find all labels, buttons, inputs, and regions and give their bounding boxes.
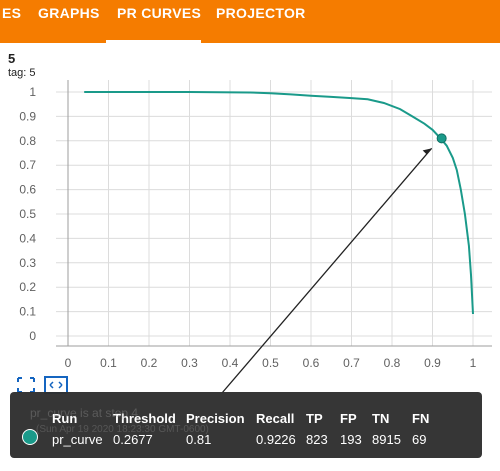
y-tick-label: 0.1 bbox=[19, 305, 36, 319]
y-tick-label: 0.7 bbox=[19, 158, 36, 172]
y-tick-label: 0.3 bbox=[19, 256, 36, 270]
x-tick-label: 0.8 bbox=[384, 356, 401, 370]
tab-graphs[interactable]: GRAPHS bbox=[38, 5, 100, 21]
x-tick-label: 0.6 bbox=[303, 356, 320, 370]
tooltip-header-tn: TN bbox=[372, 411, 390, 426]
y-tick-label: 0.6 bbox=[19, 183, 36, 197]
x-tick-label: 0.4 bbox=[222, 356, 239, 370]
y-tick-label: 0.5 bbox=[19, 207, 36, 221]
top-nav-bar: ES GRAPHS PR CURVES PROJECTOR bbox=[0, 0, 500, 43]
x-tick-label: 0.5 bbox=[262, 356, 279, 370]
series-line-pr-curve bbox=[84, 91, 474, 315]
tooltip-header-recall: Recall bbox=[256, 411, 295, 426]
tab-time-series[interactable]: ES bbox=[2, 5, 22, 21]
tooltip-value-tn: 8915 bbox=[372, 432, 401, 447]
y-tick-label: 0.8 bbox=[19, 134, 36, 148]
tooltip-value-run: pr_curve bbox=[52, 432, 103, 447]
x-tick-label: 0.1 bbox=[100, 356, 117, 370]
y-tick-label: 1 bbox=[29, 85, 36, 99]
x-tick-label: 0 bbox=[65, 356, 72, 370]
tooltip-pointer-line bbox=[221, 147, 433, 394]
tooltip-header-precision: Precision bbox=[186, 411, 245, 426]
y-tick-label: 0.2 bbox=[19, 280, 36, 294]
x-tick-label: 0.7 bbox=[343, 356, 360, 370]
x-tick-label: 0.9 bbox=[424, 356, 441, 370]
tooltip-value-recall: 0.9226 bbox=[256, 432, 296, 447]
x-tick-label: 0.2 bbox=[141, 356, 158, 370]
active-tab-indicator bbox=[106, 40, 201, 43]
tooltip-value-tp: 823 bbox=[306, 432, 328, 447]
y-tick-label: 0.9 bbox=[19, 109, 36, 123]
tab-pr-curves[interactable]: PR CURVES bbox=[117, 5, 202, 21]
tab-projector[interactable]: PROJECTOR bbox=[216, 5, 306, 21]
run-color-swatch bbox=[22, 429, 38, 445]
tooltip-value-threshold: 0.2677 bbox=[113, 432, 153, 447]
step-timestamp: (Sun Apr 19 2020 18:23:30 GMT-0600) bbox=[36, 424, 209, 435]
tooltip-value-precision: 0.81 bbox=[186, 432, 212, 447]
data-tooltip: Run Threshold Precision Recall TP FP TN … bbox=[10, 392, 482, 458]
tooltip-header-run: Run bbox=[52, 411, 78, 426]
card-tag: tag: 5 bbox=[8, 67, 36, 79]
tooltip-header-tp: TP bbox=[306, 411, 323, 426]
highlighted-point bbox=[436, 133, 447, 144]
tooltip-header-fn: FN bbox=[412, 411, 430, 426]
card-title: 5 bbox=[8, 51, 16, 66]
y-tick-label: 0 bbox=[29, 329, 36, 343]
x-tick-label: 1 bbox=[470, 356, 477, 370]
tooltip-header-threshold: Threshold bbox=[113, 411, 176, 426]
x-tick-label: 0.3 bbox=[181, 356, 198, 370]
tooltip-header-fp: FP bbox=[340, 411, 357, 426]
tooltip-value-fn: 69 bbox=[412, 432, 427, 447]
tooltip-pointer-arrowhead bbox=[422, 148, 432, 155]
y-tick-label: 0.4 bbox=[19, 231, 36, 245]
step-label: pr_curve is at step 4 bbox=[30, 406, 139, 420]
tooltip-value-fp: 193 bbox=[340, 432, 362, 447]
